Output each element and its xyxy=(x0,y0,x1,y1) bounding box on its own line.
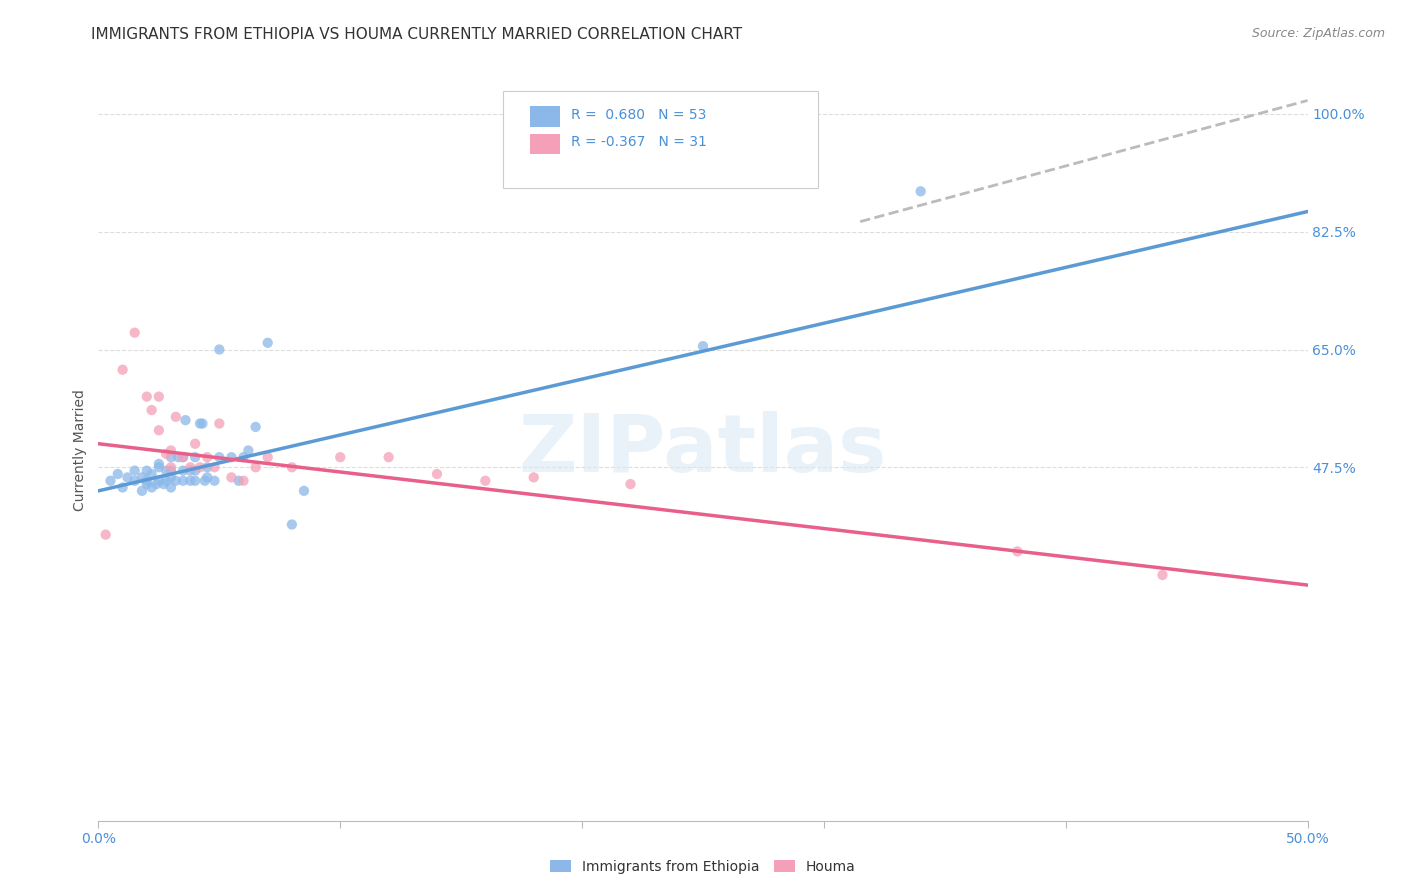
Point xyxy=(195,470,218,484)
Point xyxy=(100,474,122,488)
Point xyxy=(228,474,250,488)
Point xyxy=(167,450,190,465)
Point xyxy=(221,470,243,484)
Point xyxy=(188,460,211,475)
Point xyxy=(148,457,170,471)
Point xyxy=(160,460,183,475)
Point xyxy=(377,450,399,465)
Point xyxy=(172,474,194,488)
Point xyxy=(179,464,201,478)
Point xyxy=(1152,568,1174,582)
Point xyxy=(256,450,278,465)
Point xyxy=(135,464,157,478)
Point xyxy=(111,362,134,376)
Point xyxy=(172,464,194,478)
Point xyxy=(194,474,217,488)
Point xyxy=(172,450,194,465)
Point xyxy=(329,450,352,465)
Point xyxy=(238,443,260,458)
FancyBboxPatch shape xyxy=(503,91,818,187)
Point xyxy=(184,474,207,488)
Point xyxy=(619,477,641,491)
Point xyxy=(135,474,157,488)
Y-axis label: Currently Married: Currently Married xyxy=(73,390,87,511)
Point xyxy=(204,460,226,475)
Point xyxy=(204,474,226,488)
Point xyxy=(131,483,153,498)
Point xyxy=(174,413,197,427)
Point xyxy=(208,343,231,357)
Text: R =  0.680   N = 53: R = 0.680 N = 53 xyxy=(571,108,707,122)
Point xyxy=(124,474,146,488)
Point xyxy=(1007,544,1029,558)
Point xyxy=(184,464,207,478)
Point xyxy=(245,420,267,434)
Point xyxy=(232,450,254,465)
Point xyxy=(155,464,177,478)
Point xyxy=(152,477,174,491)
Point xyxy=(155,447,177,461)
Point xyxy=(191,417,214,431)
Point xyxy=(910,185,932,199)
Point xyxy=(179,474,201,488)
Point xyxy=(145,477,167,491)
Point xyxy=(160,470,183,484)
Point xyxy=(426,467,449,481)
Point xyxy=(135,477,157,491)
Point xyxy=(148,390,170,404)
Point xyxy=(165,474,187,488)
Text: Source: ZipAtlas.com: Source: ZipAtlas.com xyxy=(1251,27,1385,40)
FancyBboxPatch shape xyxy=(530,106,561,127)
Point xyxy=(692,339,714,353)
Point xyxy=(172,450,194,465)
Point xyxy=(292,483,315,498)
Point xyxy=(124,464,146,478)
Point xyxy=(135,390,157,404)
Point xyxy=(188,417,211,431)
Point xyxy=(474,474,496,488)
Point xyxy=(232,474,254,488)
Point xyxy=(160,464,183,478)
Point xyxy=(148,460,170,475)
Point xyxy=(94,527,117,541)
Point xyxy=(131,470,153,484)
Point xyxy=(160,450,183,465)
Point xyxy=(148,474,170,488)
Point xyxy=(195,450,218,465)
Point xyxy=(117,470,139,484)
Point xyxy=(208,417,231,431)
Legend: Immigrants from Ethiopia, Houma: Immigrants from Ethiopia, Houma xyxy=(544,853,862,880)
Point xyxy=(523,470,546,484)
Point xyxy=(208,450,231,465)
Point xyxy=(107,467,129,481)
Point xyxy=(221,450,243,465)
Point xyxy=(141,480,163,494)
Point xyxy=(184,436,207,450)
Point xyxy=(179,460,201,475)
Point xyxy=(124,326,146,340)
Point xyxy=(141,467,163,481)
Point xyxy=(155,474,177,488)
Text: ZIPatlas: ZIPatlas xyxy=(519,411,887,490)
FancyBboxPatch shape xyxy=(530,134,561,154)
Text: IMMIGRANTS FROM ETHIOPIA VS HOUMA CURRENTLY MARRIED CORRELATION CHART: IMMIGRANTS FROM ETHIOPIA VS HOUMA CURREN… xyxy=(91,27,742,42)
Point xyxy=(281,460,304,475)
Point xyxy=(195,460,218,475)
Point xyxy=(256,335,278,350)
Point xyxy=(245,460,267,475)
Point xyxy=(148,423,170,437)
Point xyxy=(111,480,134,494)
Text: R = -0.367   N = 31: R = -0.367 N = 31 xyxy=(571,136,707,150)
Point xyxy=(184,450,207,465)
Point xyxy=(141,403,163,417)
Point xyxy=(165,409,187,424)
Point xyxy=(281,517,304,532)
Point xyxy=(160,443,183,458)
Point xyxy=(160,480,183,494)
